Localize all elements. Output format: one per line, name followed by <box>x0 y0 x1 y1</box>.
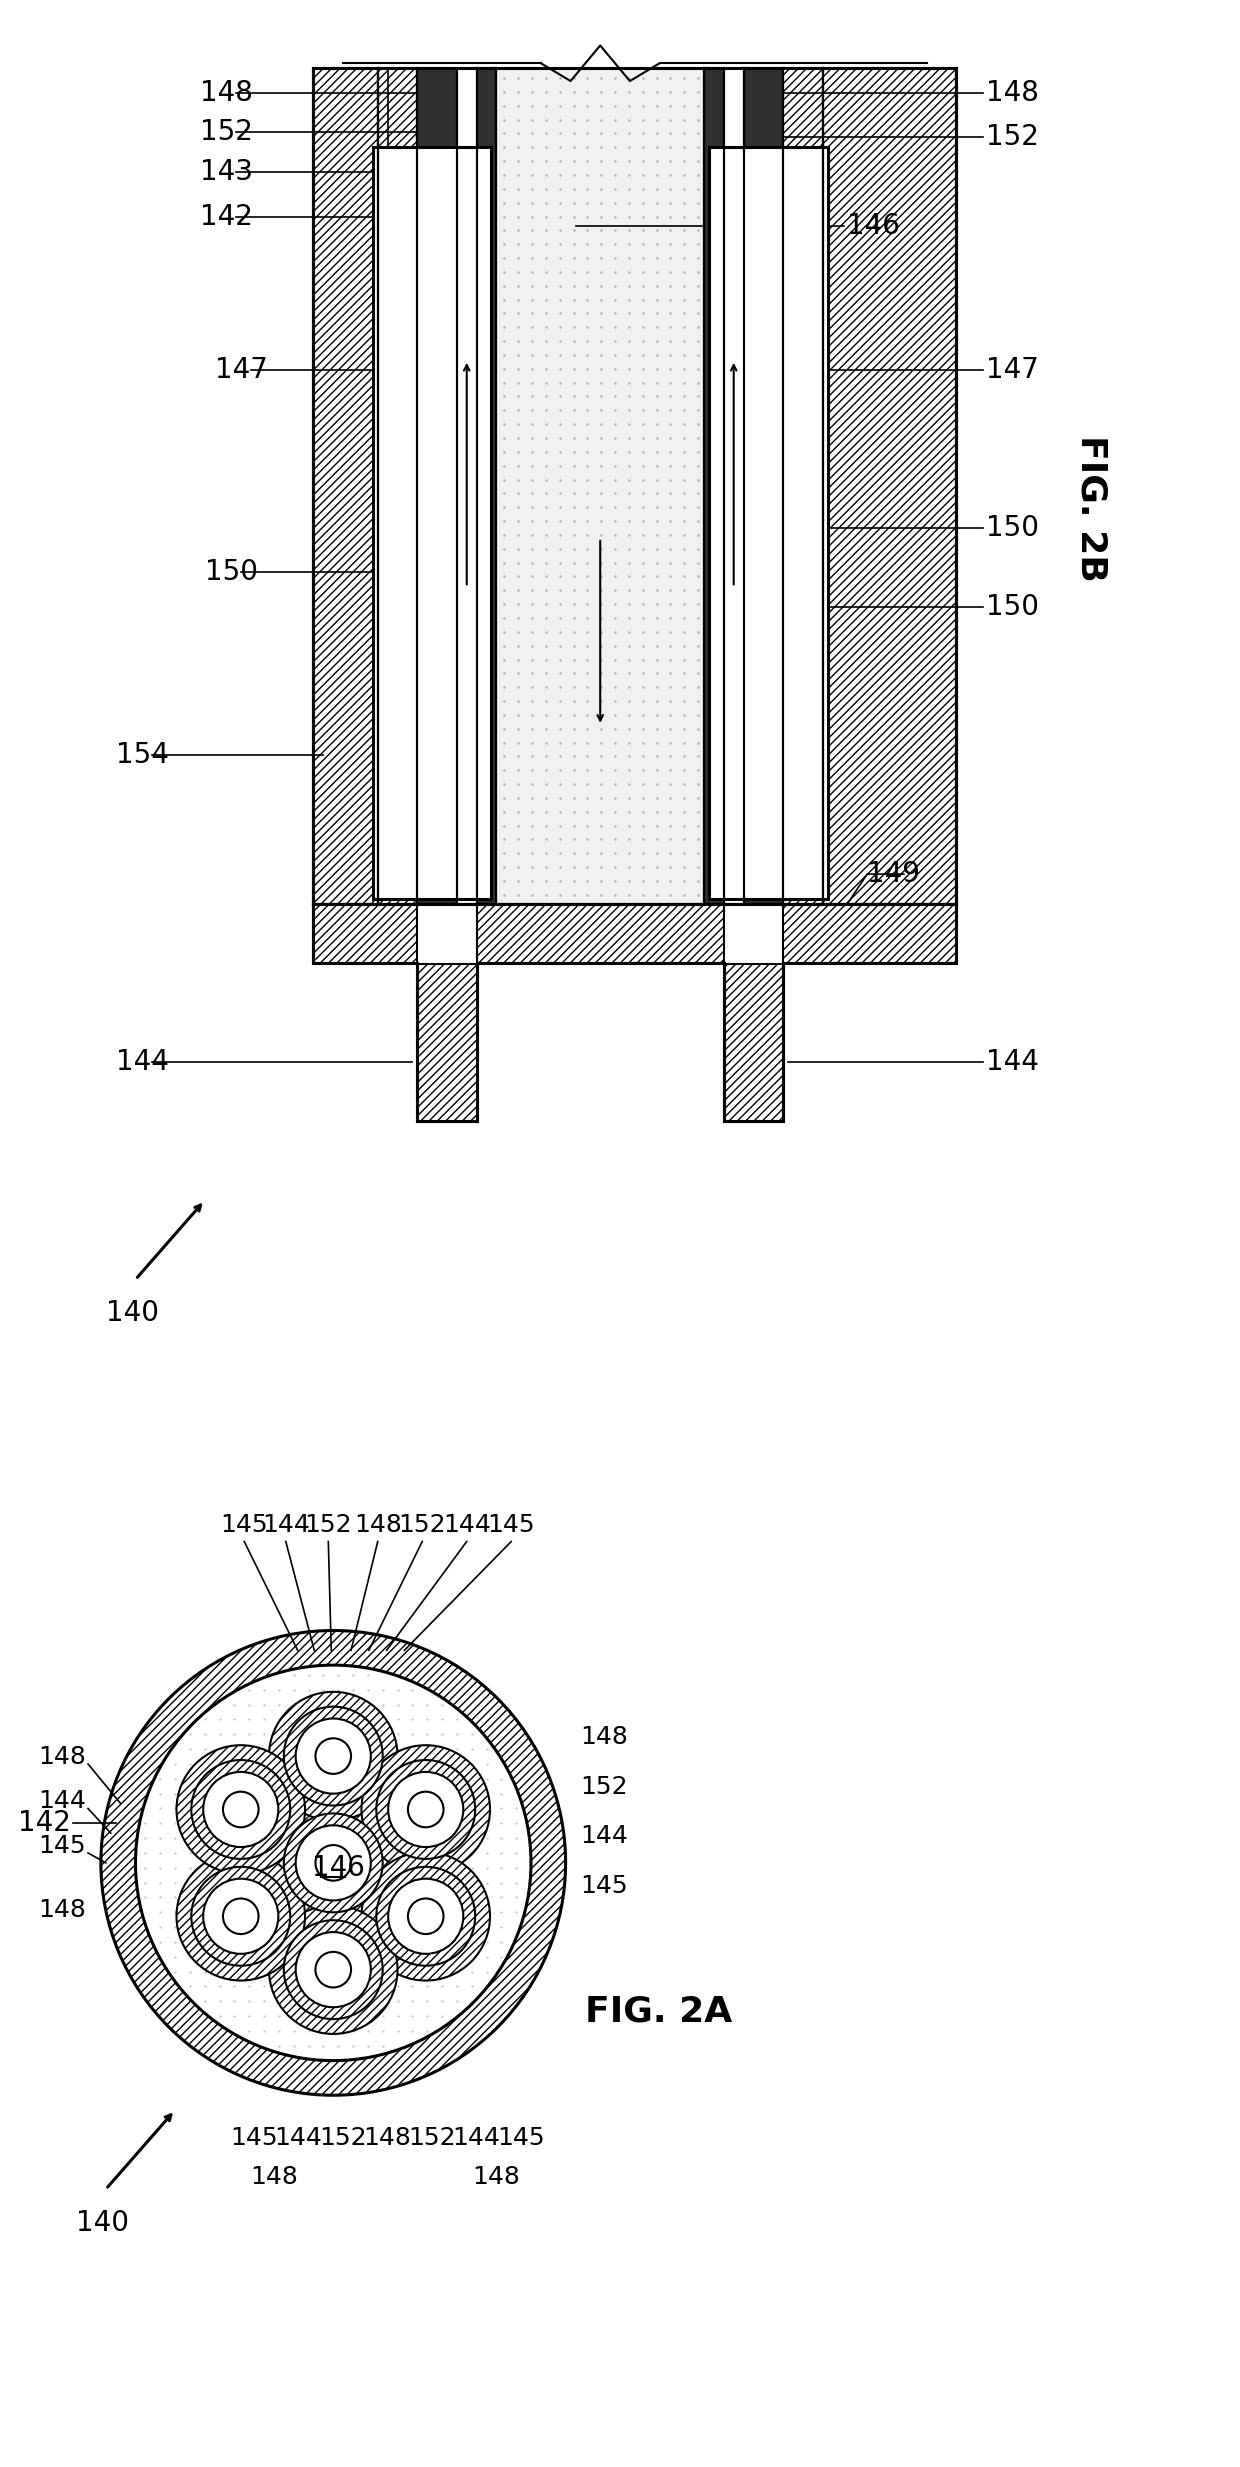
Circle shape <box>135 1665 531 2060</box>
Polygon shape <box>418 69 456 903</box>
Circle shape <box>176 1853 305 1981</box>
Circle shape <box>176 1744 305 1875</box>
Polygon shape <box>476 69 496 903</box>
Text: 154: 154 <box>115 743 169 770</box>
Text: 148: 148 <box>200 79 253 106</box>
Polygon shape <box>496 69 704 903</box>
Circle shape <box>408 1791 444 1828</box>
Text: 144: 144 <box>115 1048 169 1076</box>
Text: 142: 142 <box>19 1808 71 1838</box>
Text: 150: 150 <box>986 513 1039 543</box>
Text: 148: 148 <box>472 2166 521 2188</box>
Circle shape <box>223 1791 259 1828</box>
Text: 145: 145 <box>38 1833 86 1858</box>
Polygon shape <box>418 962 476 1122</box>
Text: 144: 144 <box>38 1789 86 1813</box>
Text: 149: 149 <box>867 861 920 888</box>
Text: 140: 140 <box>76 2208 129 2238</box>
Circle shape <box>223 1900 259 1934</box>
Text: 147: 147 <box>215 355 268 385</box>
Text: 144: 144 <box>453 2127 501 2149</box>
Polygon shape <box>822 69 956 903</box>
Text: 148: 148 <box>250 2166 298 2188</box>
Text: 145: 145 <box>487 1512 534 1537</box>
Circle shape <box>376 1868 475 1966</box>
Polygon shape <box>314 903 956 962</box>
Text: 148: 148 <box>353 1512 402 1537</box>
Text: 145: 145 <box>497 2127 544 2149</box>
Text: 152: 152 <box>580 1774 629 1798</box>
Polygon shape <box>744 69 784 903</box>
Text: 146: 146 <box>847 212 900 239</box>
Text: 144: 144 <box>986 1048 1039 1076</box>
Text: 146: 146 <box>311 1853 365 1882</box>
Text: 144: 144 <box>443 1512 491 1537</box>
Circle shape <box>315 1739 351 1774</box>
Polygon shape <box>704 69 724 903</box>
Polygon shape <box>709 148 827 898</box>
Text: 145: 145 <box>580 1872 629 1897</box>
Text: FIG. 2A: FIG. 2A <box>585 1993 733 2028</box>
Text: 148: 148 <box>363 2127 412 2149</box>
Polygon shape <box>378 69 418 903</box>
Text: 142: 142 <box>200 202 253 229</box>
Circle shape <box>269 1905 398 2033</box>
Circle shape <box>100 1631 565 2094</box>
Circle shape <box>295 1932 371 2008</box>
Text: 152: 152 <box>398 1512 446 1537</box>
Circle shape <box>376 1759 475 1860</box>
Text: 152: 152 <box>986 123 1039 150</box>
Text: 144: 144 <box>580 1823 629 1848</box>
Text: 152: 152 <box>320 2127 367 2149</box>
Text: 145: 145 <box>231 2127 278 2149</box>
Circle shape <box>315 1951 351 1988</box>
Circle shape <box>284 1707 383 1806</box>
Polygon shape <box>373 148 491 898</box>
Text: 148: 148 <box>580 1724 629 1749</box>
Circle shape <box>315 1845 351 1880</box>
Text: 144: 144 <box>275 2127 322 2149</box>
Text: 145: 145 <box>221 1512 268 1537</box>
Polygon shape <box>456 69 476 903</box>
Circle shape <box>388 1880 464 1954</box>
Text: FIG. 2B: FIG. 2B <box>1075 434 1109 582</box>
Text: 152: 152 <box>408 2127 456 2149</box>
Circle shape <box>191 1759 290 1860</box>
Circle shape <box>203 1771 278 1848</box>
Text: 152: 152 <box>200 118 253 146</box>
Polygon shape <box>784 69 822 903</box>
Circle shape <box>269 1798 398 1927</box>
Polygon shape <box>724 69 744 903</box>
Polygon shape <box>314 69 378 903</box>
Circle shape <box>284 1813 383 1912</box>
Circle shape <box>295 1719 371 1794</box>
Circle shape <box>361 1853 490 1981</box>
Circle shape <box>408 1900 444 1934</box>
Polygon shape <box>418 903 476 962</box>
Text: 148: 148 <box>986 79 1039 106</box>
Circle shape <box>295 1826 371 1900</box>
Circle shape <box>361 1744 490 1875</box>
Text: 147: 147 <box>986 355 1039 385</box>
Circle shape <box>388 1771 464 1848</box>
Text: 152: 152 <box>305 1512 352 1537</box>
Circle shape <box>191 1868 290 1966</box>
Text: 144: 144 <box>262 1512 310 1537</box>
Circle shape <box>203 1880 278 1954</box>
Circle shape <box>284 1919 383 2018</box>
Circle shape <box>269 1692 398 1821</box>
Text: 143: 143 <box>200 158 253 185</box>
Polygon shape <box>724 962 784 1122</box>
Text: 140: 140 <box>105 1300 159 1327</box>
Text: 148: 148 <box>38 1897 86 1922</box>
Text: 148: 148 <box>38 1744 86 1769</box>
Polygon shape <box>724 903 784 962</box>
Text: 150: 150 <box>205 558 258 587</box>
Text: 150: 150 <box>986 592 1039 622</box>
